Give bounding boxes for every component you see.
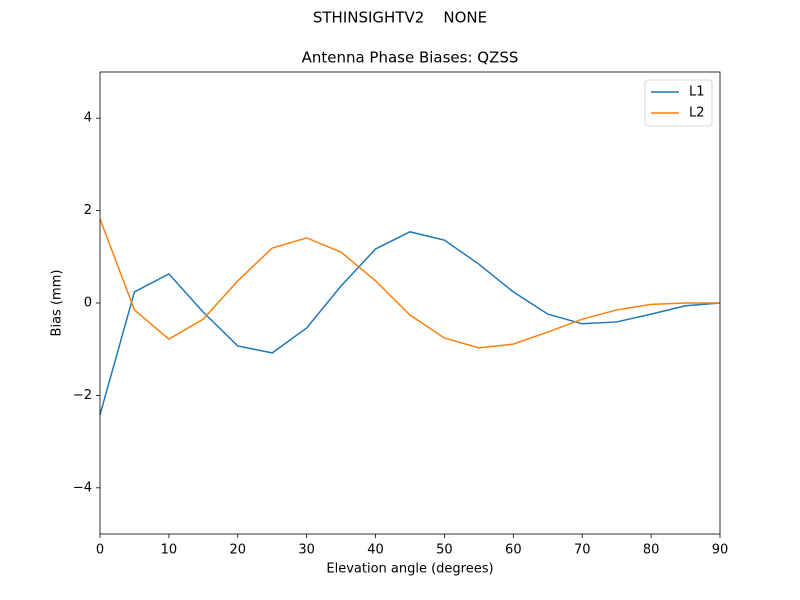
x-tick-label: 90 xyxy=(712,543,729,558)
x-tick-label: 0 xyxy=(96,543,104,558)
y-tick-label: 0 xyxy=(84,296,92,311)
y-axis-label: Bias (mm) xyxy=(50,270,65,337)
suptitle: STHINSIGHTV2 NONE xyxy=(313,9,487,27)
x-tick-label: 60 xyxy=(505,543,522,558)
plot-frame xyxy=(99,71,721,535)
x-tick-label: 80 xyxy=(643,543,660,558)
x-axis-label: Elevation angle (degrees) xyxy=(326,562,493,577)
line-series xyxy=(99,231,721,416)
x-tick-label: 30 xyxy=(298,543,315,558)
y-tick-label: −2 xyxy=(73,388,92,403)
legend-label: L2 xyxy=(689,106,705,121)
x-tick-label: 20 xyxy=(230,543,247,558)
y-tick-label: −4 xyxy=(73,480,92,495)
legend-label: L1 xyxy=(689,85,705,100)
x-tick-label: 70 xyxy=(574,543,591,558)
chart-title: Antenna Phase Biases: QZSS xyxy=(302,49,519,67)
y-tick-label: 2 xyxy=(84,203,92,218)
x-tick-label: 40 xyxy=(367,543,384,558)
y-tick-label: 4 xyxy=(84,111,92,126)
x-tick-label: 10 xyxy=(161,543,178,558)
x-tick-label: 50 xyxy=(436,543,453,558)
line-series xyxy=(99,218,720,349)
